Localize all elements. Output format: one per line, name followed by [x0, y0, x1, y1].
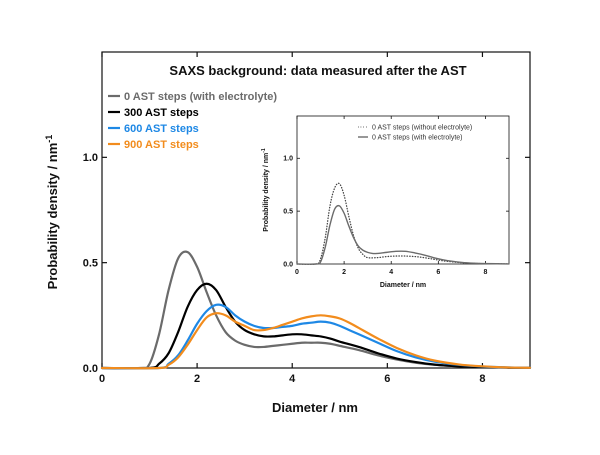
legend-label: 900 AST steps: [124, 139, 199, 151]
legend-label: 0 AST steps (with electrolyte): [124, 91, 277, 103]
inset-series-line: [296, 204, 510, 265]
inset-x-tick-label: 2: [342, 269, 346, 276]
x-tick-label: 0: [99, 373, 105, 385]
series-line: [100, 303, 532, 370]
inset-plot-frame: [296, 115, 510, 265]
x-tick-label: 2: [194, 373, 200, 385]
inset-x-tick-label: 0: [295, 269, 299, 276]
inset-x-axis-label: Diameter / nm: [380, 282, 426, 289]
inset-y-axis-label: Probability density / nm-1: [261, 148, 270, 232]
plot-frame: [101, 51, 531, 369]
x-tick-label: 6: [384, 373, 390, 385]
y-tick-label: 1.0: [83, 152, 98, 164]
legend-label: 300 AST steps: [124, 107, 199, 119]
inset-y-axis-label-main: Probability density / nm: [263, 153, 270, 232]
inset-x-tick-label: 4: [389, 269, 393, 276]
inset-y-tick-label: 0.0: [283, 261, 293, 268]
y-tick-label: 0.0: [83, 363, 98, 375]
y-axis-label: Probability density / nm-1: [44, 135, 60, 290]
chart-title: SAXS background: data measured after the…: [169, 63, 466, 78]
x-tick-label: 4: [289, 373, 296, 385]
inset-y-tick-label: 0.5: [283, 209, 293, 216]
y-axis-label-main: Probability density / nm: [45, 143, 60, 290]
x-axis-label: Diameter / nm: [272, 400, 358, 415]
inset-y-axis-label-superscript: -1: [261, 148, 267, 153]
legend-label: 600 AST steps: [124, 123, 199, 135]
series-line: [100, 250, 532, 370]
inset-y-tick-label: 1.0: [283, 156, 293, 163]
y-tick-label: 0.5: [83, 258, 98, 270]
inset-x-tick-label: 6: [436, 269, 440, 276]
series-line: [100, 282, 532, 370]
x-tick-label: 8: [479, 373, 485, 385]
inset-x-tick-label: 8: [483, 269, 487, 276]
inset-legend-label: 0 AST steps (with electrolyte): [372, 134, 463, 141]
series-line: [100, 312, 532, 370]
y-axis-label-superscript: -1: [44, 135, 54, 143]
inset-series-line: [296, 182, 510, 266]
inset-legend-label: 0 AST steps (without electrolyte): [372, 124, 472, 131]
